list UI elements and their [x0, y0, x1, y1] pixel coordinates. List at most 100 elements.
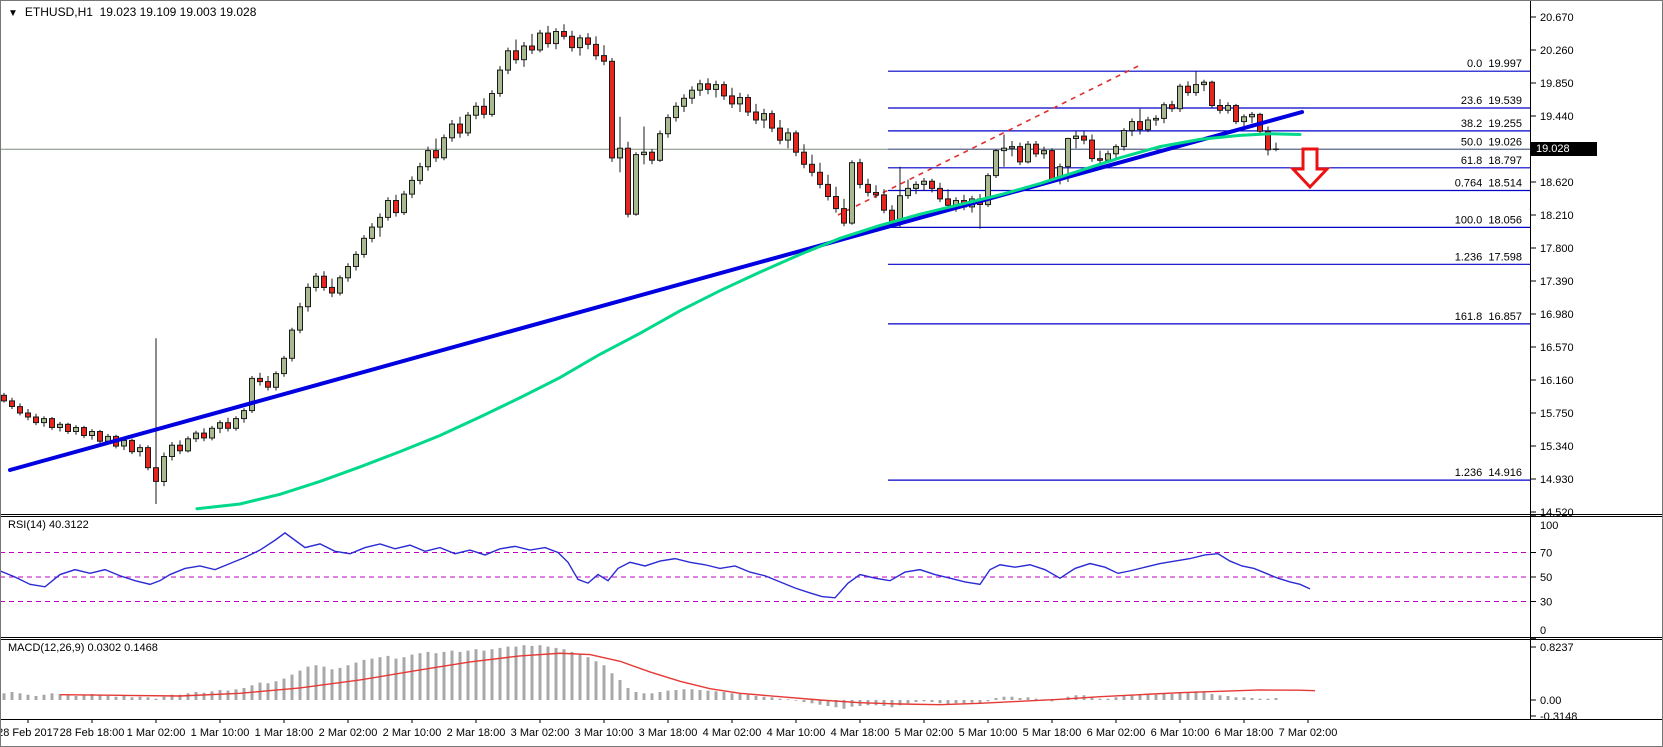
price-tick-label: 20.260 [1540, 45, 1574, 57]
trendline-blue[interactable] [8, 110, 1304, 472]
candle-bull [1153, 117, 1159, 121]
candle-bear [329, 286, 335, 294]
candle-bear [513, 50, 519, 61]
candle-bull [489, 93, 495, 115]
candle-bull [849, 162, 855, 224]
symbol-title: ETHUSD,H1 [24, 5, 93, 19]
candle-bear [265, 381, 271, 388]
candle-bull [497, 69, 503, 94]
candle-bear [1017, 146, 1023, 163]
symbol-dropdown-icon[interactable]: ▼ [8, 8, 18, 19]
fib-label: 61.8 18.797 [1461, 155, 1522, 167]
candle-bull [1105, 153, 1111, 161]
candle-bull [1041, 150, 1047, 155]
candle-bull [641, 151, 647, 156]
candle-bear [833, 196, 839, 210]
candle-bear [1209, 81, 1215, 106]
candle-bull [409, 179, 415, 195]
candle-bear [1049, 150, 1055, 181]
candle-bear [593, 43, 599, 57]
fib-label: 0.764 18.514 [1455, 178, 1522, 190]
candle-bull [689, 89, 695, 99]
candle-bear [1233, 105, 1239, 123]
candle-bull [289, 329, 295, 359]
rsi-label: RSI(14) 40.3122 [8, 519, 89, 531]
candle-bear [841, 208, 847, 224]
candle-bull [1025, 143, 1031, 163]
macd-label: MACD(12,26,9) 0.0302 0.1468 [8, 642, 158, 654]
time-tick-label: 2 Mar 02:00 [319, 727, 378, 739]
candle-bull [273, 373, 279, 388]
candle-bull [1193, 84, 1199, 94]
fibonacci-retracement: 0.0 19.997 23.6 19.539 38.2 19.255 50.0 19.… [888, 58, 1530, 481]
candle-bear [177, 444, 183, 452]
candle-bull [41, 418, 47, 424]
candle-bull [89, 431, 95, 436]
price-tick-label: 16.980 [1540, 309, 1574, 321]
candle-bear [745, 97, 751, 113]
candle-bear [1265, 130, 1271, 151]
candle-bull [713, 84, 719, 90]
candle-bull [305, 286, 311, 308]
time-tick-label: 5 Mar 18:00 [1023, 727, 1082, 739]
candle-bull [161, 456, 167, 482]
candle-bull [121, 439, 127, 447]
candle-bull [369, 226, 375, 239]
candle-bear [753, 111, 759, 121]
candle-bear [97, 431, 103, 442]
rsi-tick-label: 100 [1540, 520, 1558, 532]
time-tick-label: 4 Mar 18:00 [831, 727, 890, 739]
candle-bull [633, 154, 639, 215]
price-tick-label: 19.440 [1540, 111, 1574, 123]
candle-bear [129, 439, 135, 453]
candle-bull [401, 193, 407, 214]
candle-bear [1185, 85, 1191, 94]
candle-bull [441, 137, 447, 159]
candle-bear [1137, 121, 1143, 131]
candle-bull [385, 200, 391, 218]
moving-average-line [195, 132, 1302, 511]
fib-label: 23.6 19.539 [1461, 95, 1522, 107]
candle-bull [657, 133, 663, 161]
candle-bull [449, 123, 455, 139]
candle-bear [201, 432, 207, 439]
candle-bull [361, 237, 367, 255]
time-tick-label: 28 Feb 2017 [0, 727, 59, 739]
candle-bear [1089, 139, 1095, 160]
candle-bull [233, 418, 239, 429]
header-ohlc: 19.023 19.109 19.003 19.028 [99, 5, 257, 19]
candle-bull [1129, 121, 1135, 131]
candle-bull [1065, 138, 1071, 168]
candle-bull [73, 427, 79, 432]
time-tick-label: 1 Mar 10:00 [191, 727, 250, 739]
candle-bear [873, 192, 879, 196]
price-tick-label: 16.570 [1540, 342, 1574, 354]
macd-signal-line [59, 652, 1316, 706]
candle-bear [321, 275, 327, 289]
candle-bull [169, 444, 175, 458]
candle-bull [193, 432, 199, 440]
candle-bull [241, 410, 247, 420]
fib-label: 1.236 14.916 [1455, 467, 1522, 479]
candle-bear [937, 187, 943, 200]
price-tick-label: 14.930 [1540, 474, 1574, 486]
candle-bear [721, 84, 727, 97]
time-tick-label: 6 Mar 18:00 [1215, 727, 1274, 739]
candle-bear [1081, 135, 1087, 141]
candle-bear [25, 412, 31, 418]
candle-bull [1161, 104, 1167, 119]
candle-bear [1033, 143, 1039, 155]
candle-bear [1217, 105, 1223, 111]
candle-bull [377, 216, 383, 228]
candle-bear [9, 400, 15, 407]
time-tick-label: 5 Mar 10:00 [959, 727, 1018, 739]
candle-bear [793, 132, 799, 153]
candle-bear [817, 171, 823, 185]
candle-bear [153, 467, 159, 482]
time-tick-label: 3 Mar 18:00 [639, 727, 698, 739]
candle-bear [585, 37, 591, 45]
candle-bull [913, 183, 919, 189]
down-arrow[interactable] [1289, 147, 1331, 190]
candle-bull [985, 175, 991, 206]
